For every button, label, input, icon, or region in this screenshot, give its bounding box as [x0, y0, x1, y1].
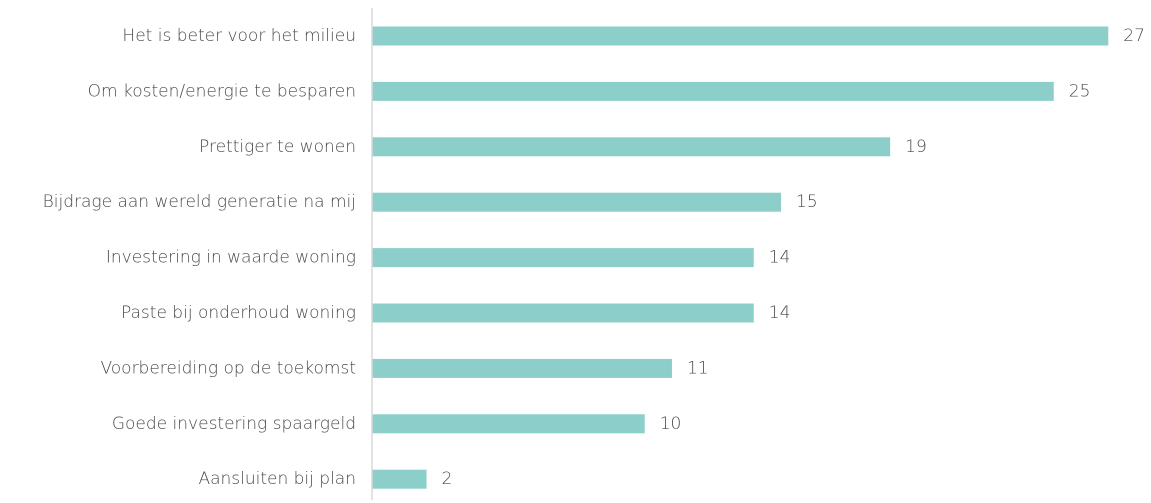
category-label: Investering in waarde woning: [106, 248, 356, 268]
value-label: 27: [1123, 26, 1145, 46]
bar: [372, 303, 754, 323]
category-label: Paste bij onderhoud woning: [121, 303, 356, 323]
bar: [372, 248, 754, 268]
bar: [372, 414, 645, 434]
bars-layer: [372, 26, 1109, 489]
bar: [372, 469, 427, 489]
value-label: 25: [1069, 81, 1091, 101]
bar: [372, 81, 1054, 101]
category-label: Om kosten/energie te besparen: [88, 81, 356, 101]
value-label: 11: [687, 358, 709, 378]
value-label: 2: [442, 469, 453, 489]
category-label: Bijdrage aan wereld generatie na mij: [43, 192, 356, 212]
category-label: Aansluiten bij plan: [198, 469, 356, 489]
bar: [372, 26, 1109, 46]
value-label: 15: [796, 192, 818, 212]
category-labels: Het is beter voor het milieu Om kosten/en…: [43, 26, 356, 489]
bar: [372, 137, 891, 157]
bar: [372, 192, 782, 212]
value-label: 14: [769, 303, 791, 323]
bar: [372, 358, 672, 378]
value-label: 10: [660, 414, 682, 434]
value-labels: 27 25 19 15 14 14 11 10 2: [442, 26, 1145, 489]
category-label: Goede investering spaargeld: [112, 414, 356, 434]
category-label: Prettiger te wonen: [199, 137, 356, 157]
category-label: Het is beter voor het milieu: [122, 26, 356, 46]
category-label: Voorbereiding op de toekomst: [100, 358, 356, 378]
value-label: 14: [769, 248, 791, 268]
value-label: 19: [905, 137, 927, 157]
